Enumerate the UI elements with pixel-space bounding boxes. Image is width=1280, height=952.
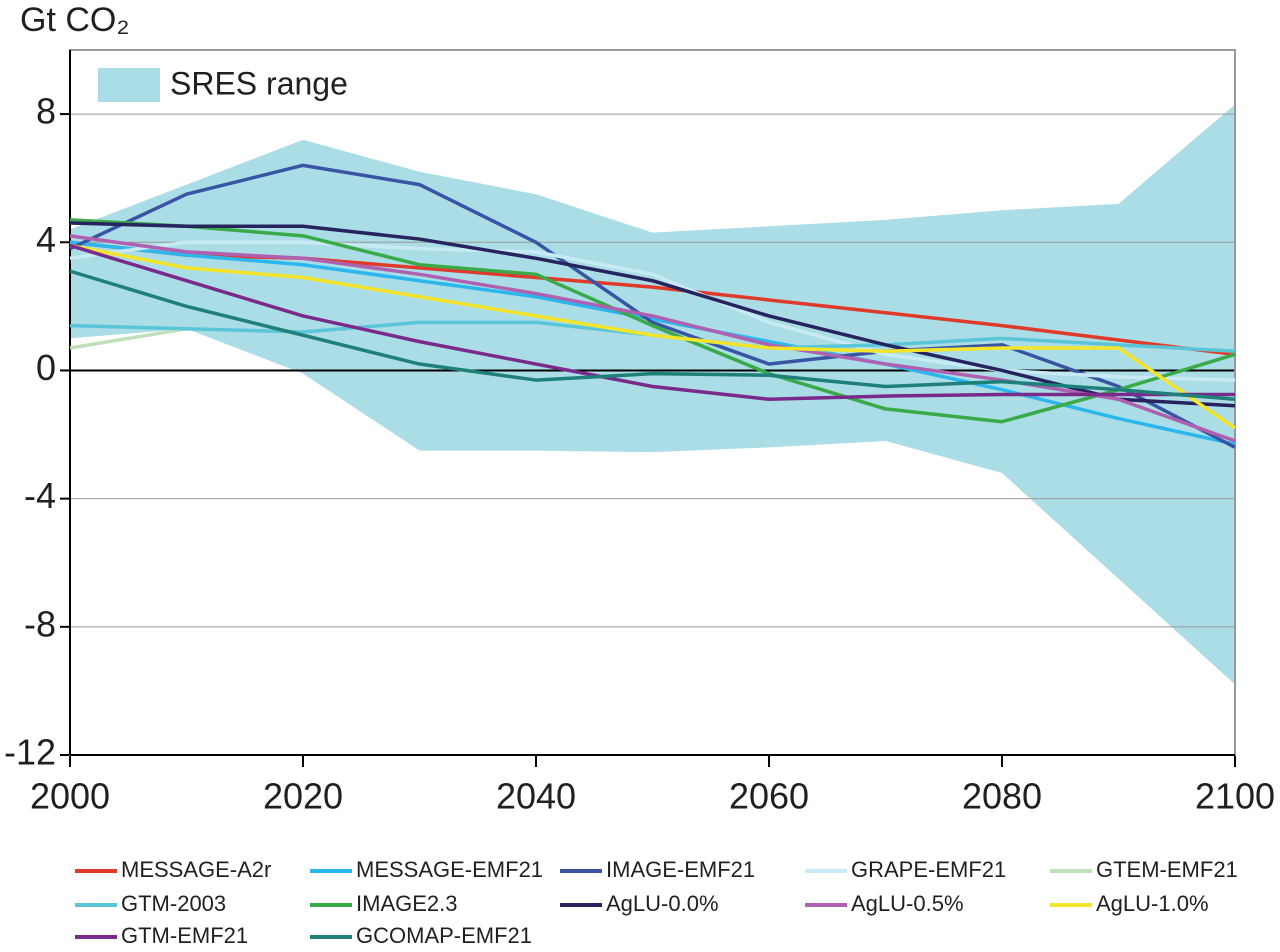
series-line xyxy=(69,163,1236,449)
x-tick-label: 2060 xyxy=(729,776,809,817)
series-line xyxy=(69,243,1236,430)
legend-label: GTEM-EMF21 xyxy=(1096,857,1238,882)
series-line xyxy=(69,240,1236,382)
legend-label: GTM-EMF21 xyxy=(121,923,248,948)
series-line xyxy=(69,234,1236,443)
series-line xyxy=(69,327,187,350)
x-tick-label: 2020 xyxy=(263,776,343,817)
legend-label: MESSAGE-EMF21 xyxy=(356,857,543,882)
legend-label: GTM-2003 xyxy=(121,891,226,916)
y-tick-label: -4 xyxy=(24,475,56,516)
legend-label: IMAGE2.3 xyxy=(356,891,457,916)
x-tick-label: 2080 xyxy=(962,776,1042,817)
series-line xyxy=(69,221,1236,408)
series-line xyxy=(69,240,1236,446)
y-tick-label: -12 xyxy=(4,732,56,773)
legend-label: AgLU-0.5% xyxy=(851,891,964,916)
legend-label: AgLU-0.0% xyxy=(606,891,719,916)
series-line xyxy=(69,243,1235,402)
y-tick-label: -8 xyxy=(24,603,56,644)
x-tick-label: 2040 xyxy=(496,776,576,817)
x-tick-label: 2000 xyxy=(30,776,110,817)
legend-label: GRAPE-EMF21 xyxy=(851,857,1006,882)
y-tick-label: 0 xyxy=(36,347,56,388)
band-legend-label: SRES range xyxy=(170,65,348,101)
x-tick-label: 2100 xyxy=(1195,776,1275,817)
y-axis-label: Gt CO₂ xyxy=(20,1,130,39)
y-tick-label: 8 xyxy=(36,91,56,132)
y-tick-label: 4 xyxy=(36,219,56,260)
series-line xyxy=(69,269,1236,402)
series-line xyxy=(69,218,1236,424)
legend-label: MESSAGE-A2r xyxy=(121,857,271,882)
band-legend-swatch xyxy=(98,68,160,102)
legend-label: IMAGE-EMF21 xyxy=(606,857,755,882)
legend-label: AgLU-1.0% xyxy=(1096,891,1209,916)
legend-label: GCOMAP-EMF21 xyxy=(356,923,532,948)
